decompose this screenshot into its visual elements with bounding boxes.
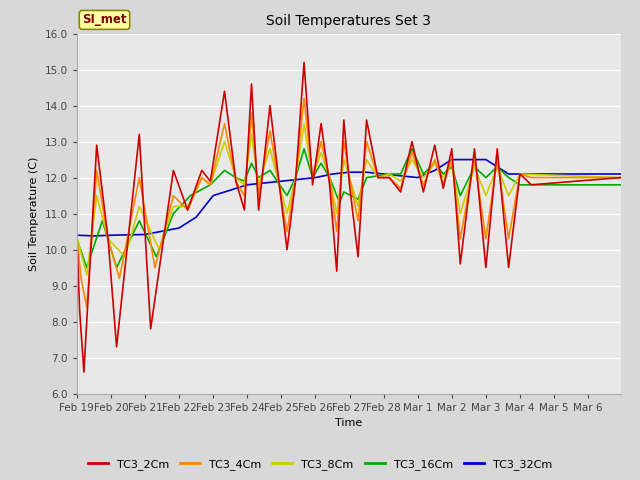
TC3_4Cm (617, 175, 625, 180)
TC3_32Cm (616, 171, 623, 177)
TC3_4Cm (545, 175, 552, 180)
TC3_2Cm (93, 142, 100, 148)
TC3_16Cm (73, 236, 81, 242)
TC3_16Cm (300, 146, 308, 152)
Legend: TC3_2Cm, TC3_4Cm, TC3_8Cm, TC3_16Cm, TC3_32Cm: TC3_2Cm, TC3_4Cm, TC3_8Cm, TC3_16Cm, TC3… (84, 455, 556, 474)
TC3_16Cm (616, 182, 623, 188)
TC3_8Cm (93, 193, 100, 199)
Y-axis label: Soil Temperature (C): Soil Temperature (C) (29, 156, 39, 271)
TC3_16Cm (93, 235, 100, 240)
TC3_2Cm (463, 204, 471, 209)
TC3_8Cm (463, 187, 471, 193)
Line: TC3_4Cm: TC3_4Cm (77, 98, 621, 307)
TC3_2Cm (80, 369, 88, 375)
TC3_16Cm (463, 178, 471, 184)
TC3_2Cm (356, 231, 364, 237)
TC3_4Cm (83, 304, 91, 310)
TC3_4Cm (463, 196, 471, 202)
TC3_8Cm (617, 175, 625, 180)
TC3_4Cm (616, 175, 623, 180)
TC3_32Cm (448, 156, 456, 162)
TC3_2Cm (545, 180, 552, 186)
Line: TC3_2Cm: TC3_2Cm (77, 62, 621, 372)
Text: SI_met: SI_met (82, 13, 127, 26)
TC3_2Cm (110, 308, 118, 314)
TC3_8Cm (83, 272, 91, 277)
TC3_32Cm (354, 169, 362, 175)
TC3_16Cm (83, 265, 91, 271)
TC3_4Cm (356, 204, 364, 210)
Line: TC3_32Cm: TC3_32Cm (77, 159, 621, 236)
Line: TC3_16Cm: TC3_16Cm (77, 149, 621, 268)
TC3_8Cm (356, 196, 364, 202)
TC3_2Cm (617, 175, 625, 180)
TC3_4Cm (73, 234, 81, 240)
TC3_8Cm (73, 234, 81, 240)
TC3_32Cm (93, 233, 100, 239)
TC3_16Cm (545, 182, 552, 188)
TC3_8Cm (110, 242, 118, 248)
X-axis label: Time: Time (335, 418, 362, 428)
TC3_32Cm (617, 171, 625, 177)
TC3_16Cm (617, 182, 625, 188)
TC3_4Cm (110, 256, 118, 262)
TC3_4Cm (300, 96, 308, 101)
TC3_16Cm (110, 255, 118, 261)
TC3_32Cm (90, 233, 98, 239)
TC3_16Cm (356, 193, 364, 199)
Line: TC3_8Cm: TC3_8Cm (77, 124, 621, 275)
TC3_2Cm (300, 60, 308, 65)
TC3_2Cm (616, 175, 623, 180)
Title: Soil Temperatures Set 3: Soil Temperatures Set 3 (266, 14, 431, 28)
TC3_32Cm (545, 171, 552, 177)
TC3_8Cm (300, 121, 308, 127)
TC3_8Cm (545, 172, 552, 178)
TC3_4Cm (93, 168, 100, 173)
TC3_8Cm (616, 175, 623, 180)
TC3_32Cm (463, 156, 471, 162)
TC3_32Cm (110, 232, 118, 238)
TC3_2Cm (73, 232, 81, 238)
TC3_32Cm (73, 232, 81, 238)
